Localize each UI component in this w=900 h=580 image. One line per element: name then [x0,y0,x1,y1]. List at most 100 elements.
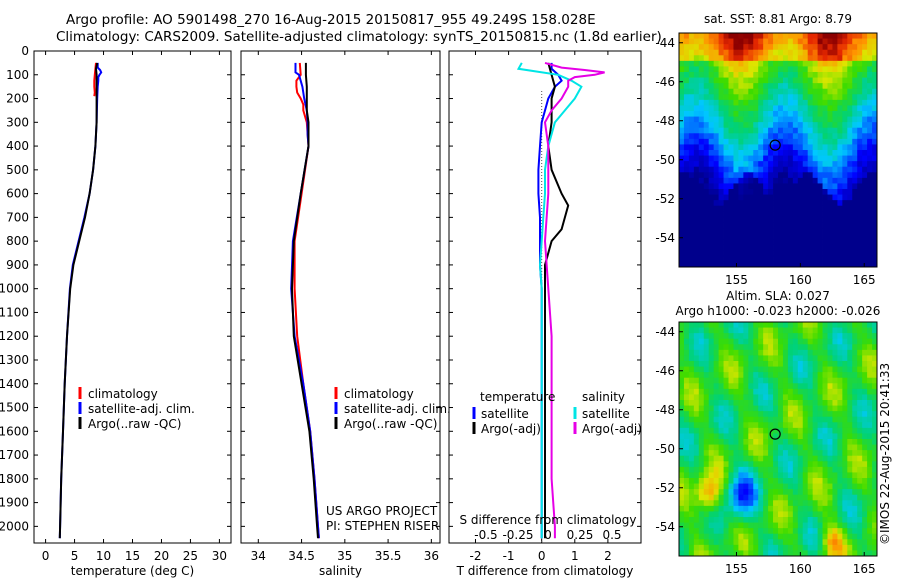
heatmap-cell [743,161,749,168]
heatmap-cell [703,138,710,145]
heatmap-cell [872,394,878,401]
heatmap-cell [837,533,843,540]
heatmap-cell [822,361,828,367]
heatmap-cell [797,44,804,51]
heatmap-cell [679,183,685,190]
heatmap-cell [728,144,734,151]
heatmap-cell [738,327,744,334]
heatmap-cell [733,99,739,106]
heatmap-cell [753,66,759,73]
heatmap-cell [768,422,774,429]
heatmap-cell [708,233,715,240]
heatmap-cell [857,511,863,518]
heatmap-cell [768,327,774,334]
heatmap-cell [837,388,843,395]
heatmap-cell [842,211,848,218]
heatmap-cell [748,255,754,262]
heatmap-cell [778,494,784,501]
heatmap-cell [698,461,705,468]
heatmap-cell [679,233,685,240]
heatmap-cell [723,361,729,367]
heatmap-cell [743,166,749,173]
heatmap-cell [743,505,749,512]
heatmap-cell [733,72,739,78]
heatmap-cell [683,116,690,123]
heatmap-cell [827,88,833,95]
heatmap-cell [822,60,828,67]
heatmap-cell [787,239,794,246]
heatmap-cell [872,211,878,218]
heatmap-cell [837,361,843,367]
heatmap-cell [683,166,690,173]
heatmap-cell [792,472,799,479]
heatmap-cell [852,333,858,340]
heatmap-cell [748,338,754,345]
heatmap-cell [773,127,779,134]
heatmap-cell [753,216,759,223]
heatmap-cell [679,355,685,362]
heatmap-cell [792,450,799,457]
heatmap-cell [778,60,784,67]
heatmap-cell [847,44,853,51]
heatmap-cell [842,489,848,496]
heatmap-cell [698,72,705,78]
heatmap-cell [787,511,794,518]
map-y-tick-label-sla_map: -52 [655,481,675,495]
heatmap-cell [683,239,690,246]
heatmap-cell [733,400,739,406]
heatmap-cell [713,344,719,351]
heatmap-cell [862,539,868,546]
heatmap-cell [862,44,868,51]
heatmap-cell [842,366,848,373]
heatmap-cell [688,483,695,490]
heatmap-cell [822,111,828,117]
heatmap-cell [698,127,705,134]
heatmap-cell [778,366,784,373]
heatmap-cell [773,99,779,106]
heatmap-cell [768,500,774,507]
heatmap-cell [807,333,814,340]
heatmap-cell [723,94,729,101]
heatmap-cell [693,49,700,56]
heatmap-cell [797,355,804,362]
heatmap-cell [713,88,719,95]
heatmap-cell [832,72,838,78]
heatmap-cell [787,211,794,218]
heatmap-cell [812,216,818,223]
heatmap-cell [857,433,863,440]
heatmap-cell [827,433,833,440]
heatmap-cell [812,500,818,507]
heatmap-cell [718,466,724,473]
heatmap-cell [792,177,799,184]
heatmap-cell [708,250,715,257]
heatmap-cell [733,111,739,117]
heatmap-cell [802,383,809,390]
heatmap-cell [827,377,833,384]
heatmap-cell [817,83,823,90]
heatmap-cell [792,66,799,73]
heatmap-cell [812,522,818,529]
heatmap-cell [862,66,868,73]
heatmap-cell [728,333,734,340]
heatmap-cell [802,500,809,507]
heatmap-cell [698,466,705,473]
heatmap-cell [768,494,774,501]
heatmap-cell [822,244,828,251]
heatmap-cell [703,433,710,440]
heatmap-cell [832,138,838,145]
heatmap-cell [832,66,838,73]
heatmap-cell [679,433,685,440]
heatmap-cell [693,533,700,540]
heatmap-cell [718,533,724,540]
heatmap-cell [867,466,873,473]
heatmap-cell [807,550,814,557]
heatmap-cell [847,405,853,412]
heatmap-cell [748,77,754,84]
heatmap-cell [738,189,744,195]
heatmap-cell [723,239,729,246]
heatmap-cell [698,400,705,406]
heatmap-cell [857,144,863,151]
heatmap-cell [688,133,695,140]
heatmap-cell [778,99,784,106]
heatmap-cell [713,150,719,156]
